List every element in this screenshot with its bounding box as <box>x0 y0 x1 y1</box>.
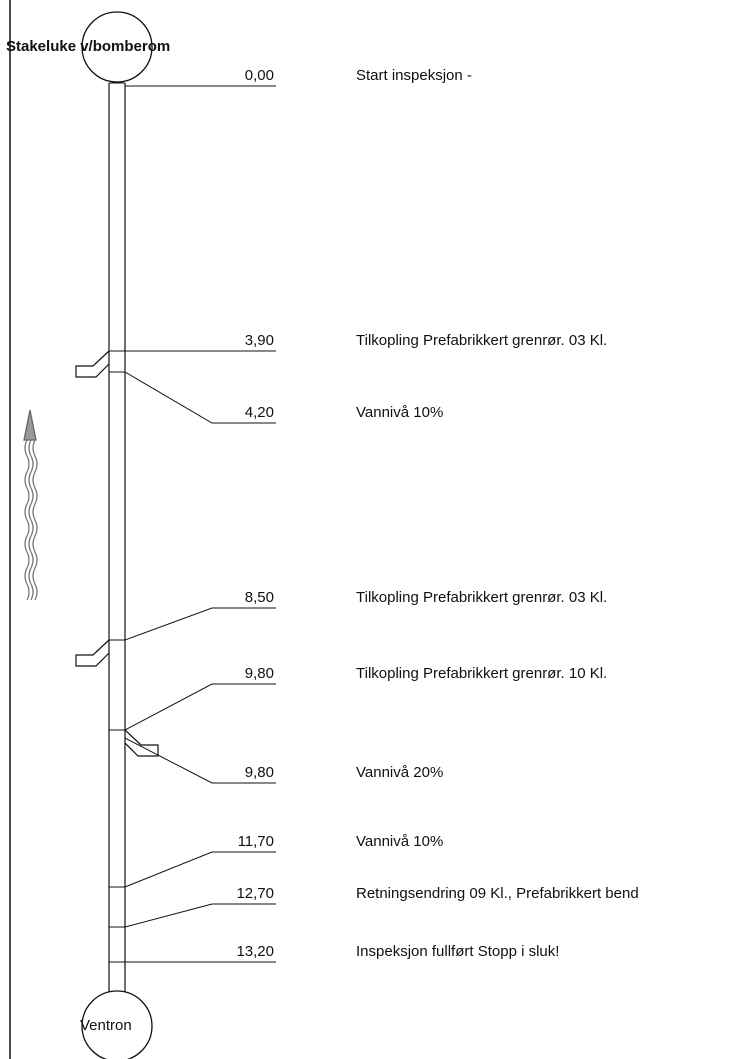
leader-5 <box>124 737 276 784</box>
leader-3 <box>124 607 276 641</box>
event-description: Tilkopling Prefabrikkert grenrør. 03 Kl. <box>356 332 608 349</box>
flow-arrow-icon <box>23 409 38 601</box>
distance-label: 0,00 <box>244 67 274 84</box>
event-description: Inspeksjon fullført Stopp i sluk! <box>356 943 560 960</box>
leader-6 <box>124 851 276 888</box>
leader-2 <box>124 371 276 424</box>
distance-label: 12,70 <box>236 885 274 902</box>
leader-4 <box>124 683 276 731</box>
distance-label: 11,70 <box>237 833 274 850</box>
pipe-segment-ticks <box>109 82 125 963</box>
distance-label: 13,20 <box>236 943 274 960</box>
end-manhole-circle <box>81 990 153 1059</box>
event-description: Retningsendring 09 Kl., Prefabrikkert be… <box>356 885 639 902</box>
distance-label: 4,20 <box>244 404 274 421</box>
event-description: Vannivå 10% <box>356 833 444 850</box>
leader-lines <box>124 85 276 963</box>
event-description: Tilkopling Prefabrikkert grenrør. 10 Kl. <box>356 665 608 682</box>
event-description: Tilkopling Prefabrikkert grenrør. 03 Kl. <box>356 589 608 606</box>
end-manhole-label: Ventron <box>80 1017 132 1034</box>
event-description: Start inspeksjon - <box>356 67 472 84</box>
leader-7 <box>124 903 276 928</box>
event-description: Vannivå 10% <box>356 404 444 421</box>
distance-label: 8,50 <box>244 589 274 606</box>
branch-connection-3 <box>124 729 159 757</box>
distance-label: 3,90 <box>244 332 274 349</box>
branch-connection-2 <box>75 639 110 667</box>
start-manhole-circle <box>81 11 153 83</box>
event-description: Vannivå 20% <box>356 764 444 781</box>
start-manhole-label: Stakeluke v/bomberom <box>6 38 171 55</box>
distance-label: 9,80 <box>244 665 274 682</box>
branch-connection-1 <box>75 350 110 378</box>
distance-label: 9,80 <box>244 764 274 781</box>
